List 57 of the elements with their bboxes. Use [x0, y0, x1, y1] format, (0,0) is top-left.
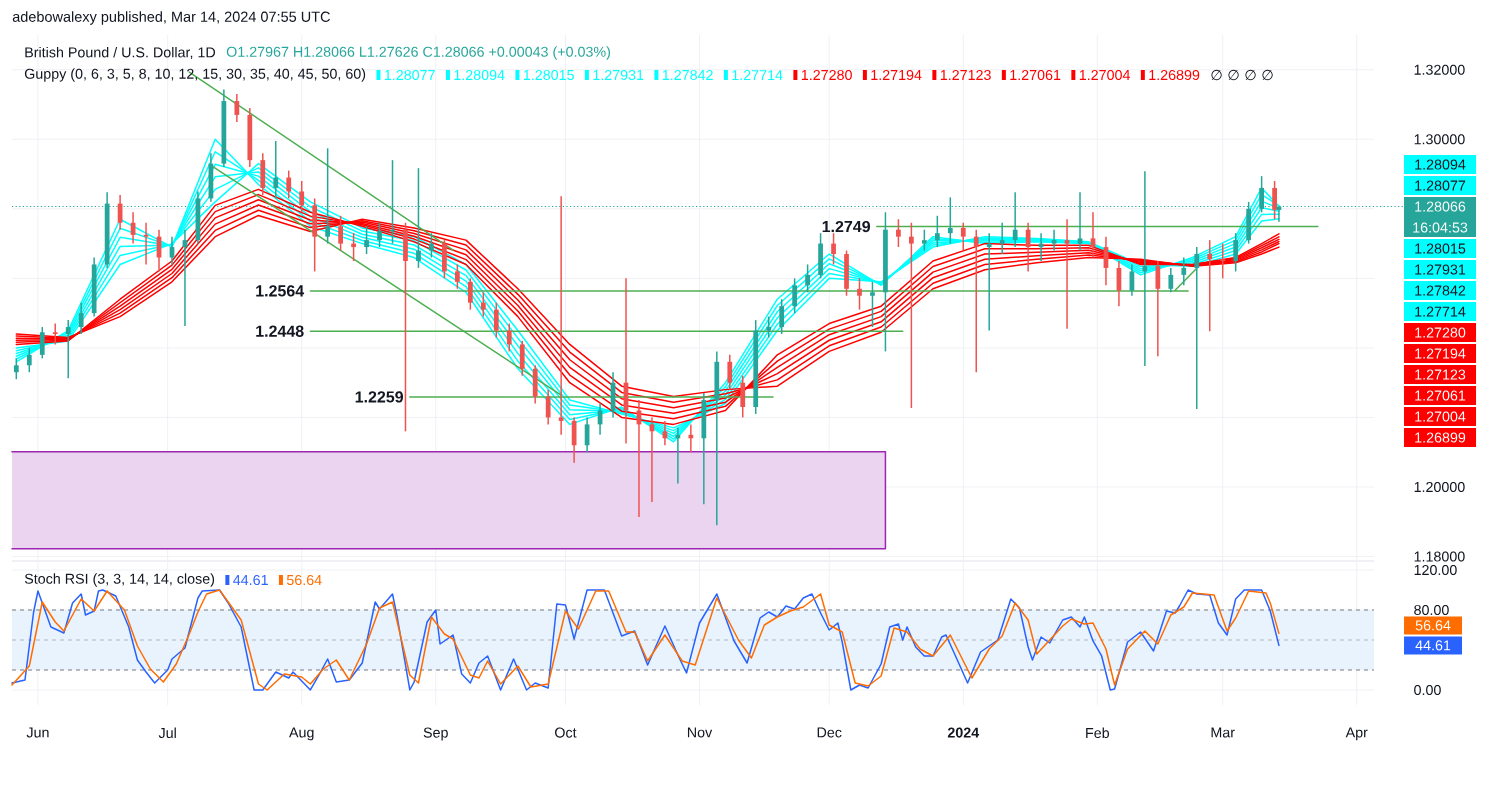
- annotation: 1.2259: [355, 391, 404, 403]
- y-tick-label: 1.20000: [1414, 481, 1465, 493]
- text: 44.61: [1415, 640, 1451, 651]
- legend-title: Stoch RSI (3, 3, 14, 14, close): [24, 573, 215, 587]
- text: 56.64: [1415, 620, 1451, 631]
- legend-label: 1.27194: [871, 69, 922, 81]
- text: 1.27714: [1415, 306, 1466, 317]
- annotation: 1.2749: [822, 220, 870, 233]
- x-tick-label: Jun: [26, 727, 49, 738]
- legend-label: 1.27123: [940, 69, 991, 81]
- legend-label: 1.26899: [1149, 69, 1200, 81]
- legend-label: 1.27714: [732, 70, 783, 80]
- legend-label: 1.27842: [662, 69, 713, 81]
- legend-label: 1.27061: [1010, 69, 1061, 81]
- text: 1.28077: [1415, 180, 1466, 191]
- text: adebowalexy published, Mar 14, 2024 07:55 UTC: [12, 11, 330, 25]
- annotation: 1.2564: [256, 285, 305, 297]
- legend-label: 1.27004: [1079, 69, 1131, 81]
- y-tick-label: 1.32000: [1414, 64, 1465, 75]
- ref-line-label: 1.28066: [1415, 201, 1466, 212]
- text: 1.27931: [1415, 264, 1466, 275]
- legend-label: 1.28015: [523, 69, 574, 81]
- x-tick-label: Feb: [1086, 727, 1110, 739]
- legend-label: 56.64: [286, 574, 322, 586]
- x-tick-label: Oct: [555, 727, 577, 738]
- text: 1.27123: [1415, 369, 1466, 380]
- y-tick-label: 80.00: [1414, 604, 1449, 616]
- text: 1.27842: [1415, 285, 1466, 296]
- legend-label: 44.61: [233, 574, 268, 586]
- x-tick-label: Mar: [1211, 727, 1235, 738]
- y-tick-label: 1.18000: [1414, 551, 1465, 562]
- legend-label: 1.27280: [801, 69, 852, 81]
- annotation: 1.2448: [256, 325, 304, 337]
- x-tick-label: Jul: [158, 727, 176, 739]
- text: 1.27280: [1415, 327, 1466, 338]
- text: 1.28094: [1415, 159, 1466, 170]
- x-tick-label: Aug: [289, 727, 314, 741]
- text: 1.27061: [1415, 390, 1466, 401]
- x-tick-label: Dec: [817, 727, 842, 738]
- legend-label: 1.27931: [593, 69, 644, 81]
- text: 1.27194: [1415, 348, 1466, 359]
- text: 1.27004: [1415, 411, 1466, 422]
- x-tick-label: Sep: [423, 727, 448, 741]
- legend-label: 1.28077: [384, 69, 435, 81]
- text: 16:04:53: [1413, 222, 1468, 233]
- text: O1.27967 H1.28066 L1.27626 C1.28066 +0.00043 (+0.03%): [226, 46, 611, 60]
- y-tick-label: 0.00: [1414, 684, 1441, 696]
- legend-label: 1.28094: [454, 69, 505, 81]
- x-tick-label: Nov: [687, 727, 713, 738]
- y-tick-label: 120.00: [1414, 564, 1457, 576]
- text: 1.26899: [1415, 432, 1466, 443]
- x-tick-label: Apr: [1345, 727, 1368, 741]
- text: British Pound / U.S. Dollar, 1D: [25, 46, 216, 60]
- x-tick-label: 2024: [947, 727, 980, 738]
- annotation: ∅ ∅ ∅ ∅: [1211, 69, 1273, 81]
- text: 1.28015: [1415, 243, 1466, 254]
- y-tick-label: 1.30000: [1414, 134, 1465, 145]
